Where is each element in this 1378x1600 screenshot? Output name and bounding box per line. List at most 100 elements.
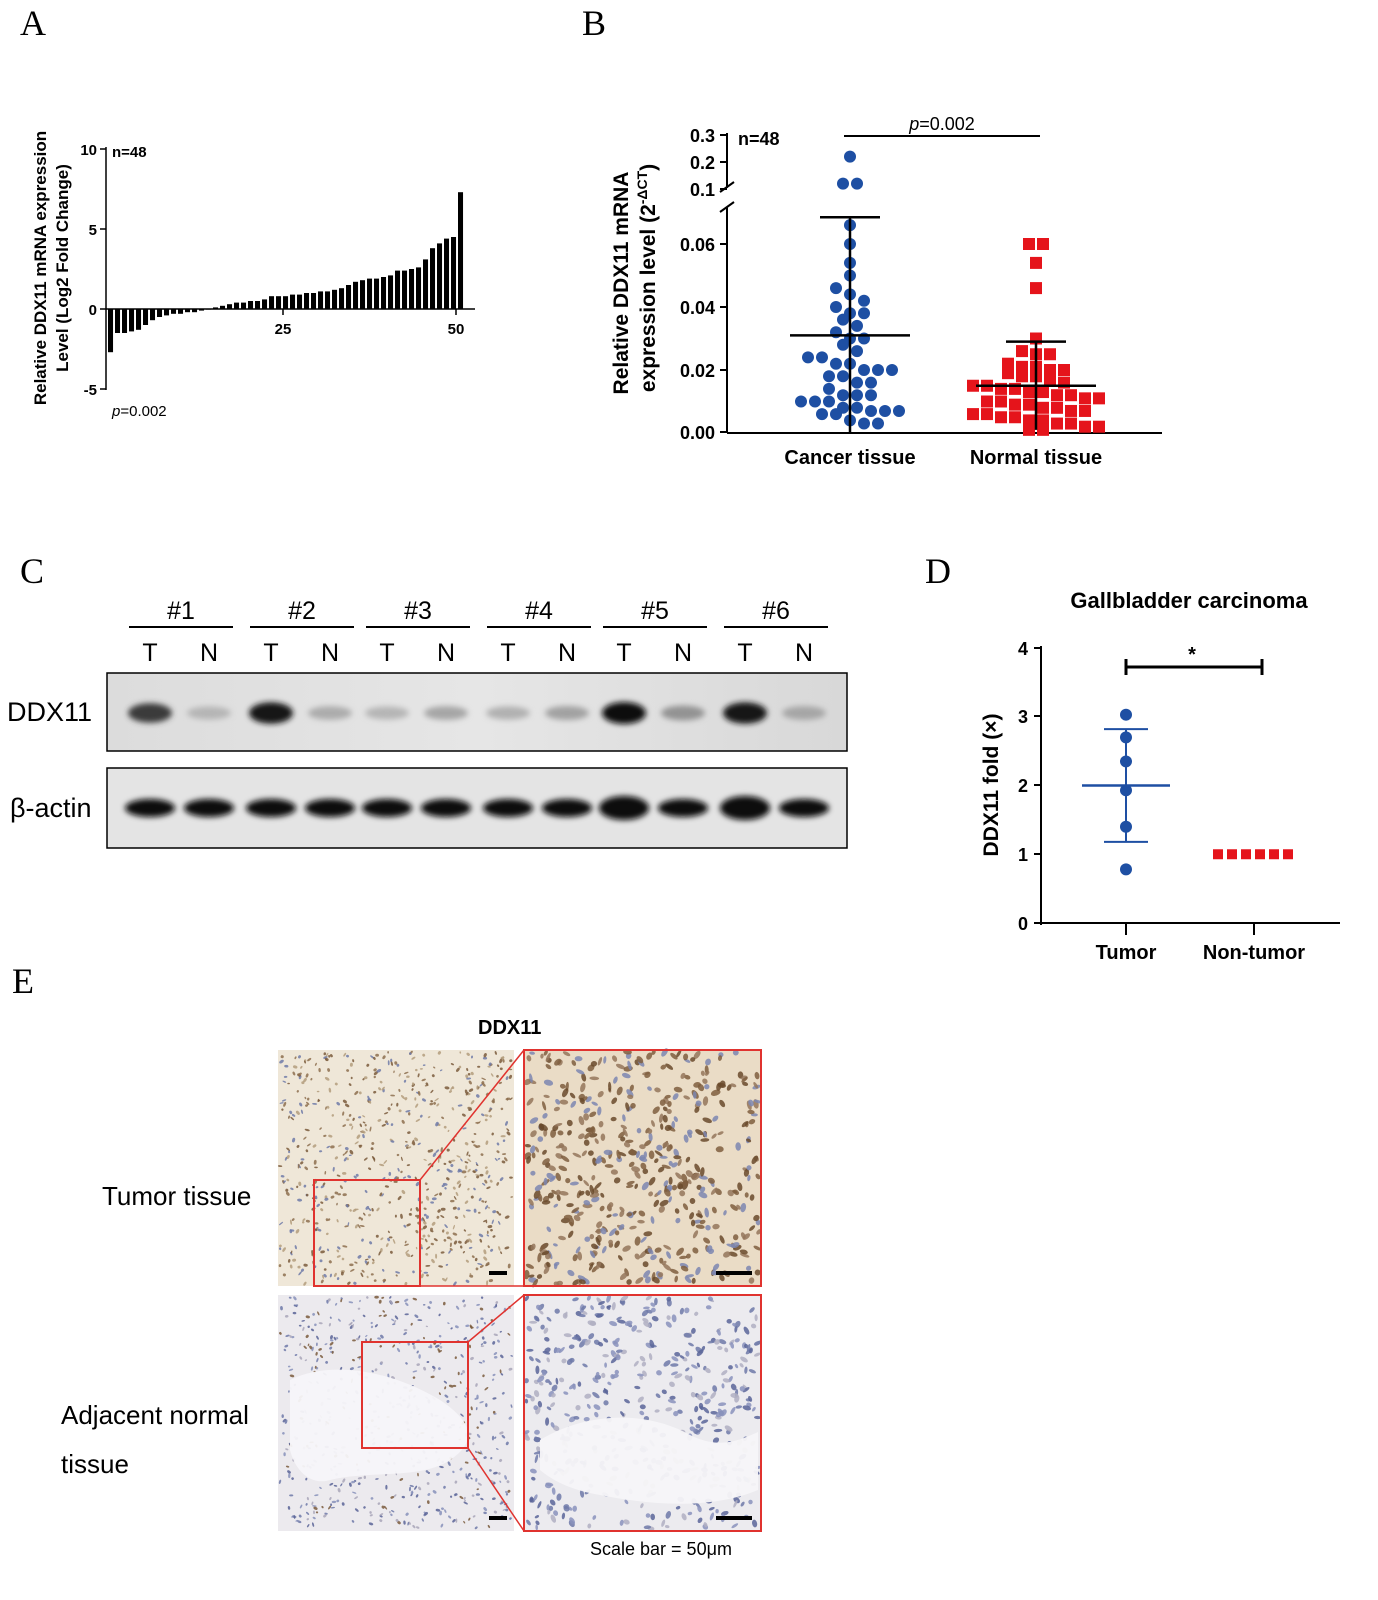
panel-a-bar <box>332 289 338 309</box>
panel-a-bar <box>129 309 135 332</box>
panel-a-bar <box>325 291 331 309</box>
panel-b-point-cancer <box>795 395 807 408</box>
actin-band <box>421 799 471 817</box>
panel-b-point-cancer <box>844 150 856 163</box>
panel-a-bar <box>248 301 254 309</box>
actin-band <box>542 799 592 817</box>
panel-b-point-normal <box>1037 238 1049 250</box>
blot-sample-label: #6 <box>762 597 790 625</box>
panel-b-point-normal <box>967 408 979 421</box>
blot-lane-label: N <box>437 639 455 667</box>
actin-band <box>184 799 234 817</box>
panel-b-point-cancer <box>809 395 821 408</box>
panel-a-bar <box>381 277 387 309</box>
panel-a-bar <box>290 294 296 309</box>
panel-b-point-normal <box>1044 364 1056 376</box>
panel-b-point-normal <box>1016 360 1028 373</box>
panel-letter-a: A <box>20 3 46 43</box>
panel-a-bar <box>297 294 303 309</box>
panel-b-group-cancer: Cancer tissue <box>784 447 915 469</box>
blot-lane-label: T <box>263 639 278 667</box>
panel-e-row-normal-1: Adjacent normal <box>61 1400 249 1430</box>
panel-a-bar <box>409 269 415 309</box>
panel-b-point-cancer <box>851 345 863 358</box>
panel-b-point-cancer <box>851 401 863 414</box>
actin-band <box>125 799 175 817</box>
panel-b-point-normal <box>1079 404 1091 417</box>
panel-a-bar <box>171 309 177 314</box>
panel-b-point-cancer <box>816 351 828 364</box>
panel-b-point-normal <box>1037 414 1049 427</box>
panel-e-row-tumor: Tumor tissue <box>102 1181 252 1211</box>
panel-a-bar <box>164 309 170 316</box>
panel-a-bar <box>283 296 289 309</box>
scale-bar <box>489 1271 507 1275</box>
row-label-actin: β-actin <box>10 793 92 823</box>
panel-b-point-cancer <box>886 364 898 376</box>
ddx11-band <box>128 703 172 723</box>
blot-lane-label: N <box>558 639 576 667</box>
panel-b-group-normal: Normal tissue <box>970 447 1102 469</box>
blot-lane-label: T <box>616 639 631 667</box>
panel-b-point-normal <box>1009 411 1021 424</box>
panel-d-significance: * <box>1188 644 1196 666</box>
scale-bar <box>716 1516 752 1520</box>
panel-a-bar <box>220 305 226 309</box>
panel-a-bar <box>311 293 317 309</box>
panel-b-point-normal <box>1016 345 1028 358</box>
panel-b-point-normal <box>1058 364 1070 376</box>
panel-b-point-normal <box>1044 348 1056 361</box>
panel-a-bar <box>276 296 282 309</box>
panel-a-ytick: 10 <box>80 142 97 159</box>
actin-band <box>483 799 533 817</box>
panel-b-point-normal <box>1079 392 1091 405</box>
panel-d-point-tumor <box>1120 863 1132 876</box>
panel-a-bar <box>416 267 422 309</box>
panel-b-point-cancer <box>872 417 884 430</box>
ddx11-band <box>424 706 468 720</box>
panel-b-point-normal <box>1023 414 1035 427</box>
blot-sample-label: #4 <box>525 597 553 625</box>
blot-lane-label: T <box>142 639 157 667</box>
panel-a-bar <box>192 309 198 313</box>
panel-a-bar <box>423 259 429 309</box>
panel-d-point-nontumor <box>1283 849 1293 860</box>
blot-sample-label: #3 <box>404 597 432 625</box>
panel-a-bar <box>318 291 324 309</box>
panel-b-ylabel-1: Relative DDX11 mRNA <box>610 172 633 395</box>
panel-d-group-tumor: Tumor <box>1096 942 1157 964</box>
panel-b-point-cancer <box>851 319 863 332</box>
panel-a-bar <box>241 302 247 309</box>
panel-b-point-normal <box>1037 423 1049 436</box>
ddx11-band <box>723 702 767 724</box>
panel-b-point-normal <box>1044 373 1056 386</box>
blot-lane-label: N <box>321 639 339 667</box>
blot-lane-label: T <box>379 639 394 667</box>
blot-sample-label: #2 <box>288 597 316 625</box>
panel-a-bar <box>444 238 450 309</box>
panel-b-point-cancer <box>858 294 870 307</box>
ddx11-band <box>486 706 530 720</box>
panel-b-point-cancer <box>830 408 842 421</box>
panel-b-point-normal <box>1093 392 1105 405</box>
panel-b-point-normal <box>1023 386 1035 399</box>
panel-c-western-blot: #1T N#2T N#3T N#4T N#5T N#6T N <box>106 597 848 849</box>
panel-b-point-cancer <box>893 404 905 417</box>
panel-a-bar <box>458 192 464 309</box>
actin-band <box>246 799 296 817</box>
panel-b-ytick: 0.2 <box>690 153 715 173</box>
panel-a-bar <box>199 309 205 311</box>
normal-zoom-box <box>361 1341 469 1449</box>
blot-sample-label: #1 <box>167 597 195 625</box>
panel-a-bar <box>388 275 394 309</box>
panel-b-point-cancer <box>858 417 870 430</box>
panel-b-point-normal <box>1079 420 1091 433</box>
panel-letter-e: E <box>12 961 34 1001</box>
panel-b-point-cancer <box>823 370 835 383</box>
panel-b-point-cancer <box>830 357 842 370</box>
panel-b-point-cancer <box>823 382 835 395</box>
panel-b-point-normal <box>1030 256 1042 269</box>
blot-lane-label: T <box>737 639 752 667</box>
blot-lane-label: N <box>674 639 692 667</box>
panel-b-point-cancer <box>837 389 849 402</box>
